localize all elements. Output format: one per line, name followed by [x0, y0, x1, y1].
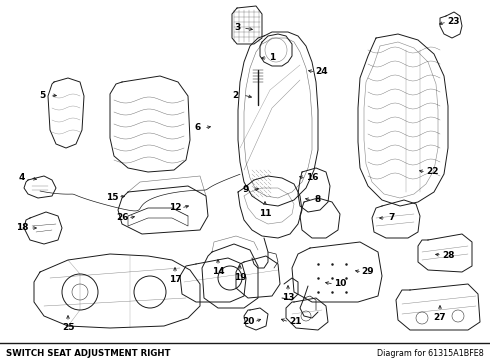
Text: 28: 28 — [442, 251, 454, 260]
Text: 5: 5 — [39, 90, 45, 99]
Text: 27: 27 — [434, 314, 446, 323]
Text: 12: 12 — [169, 203, 181, 212]
Text: 9: 9 — [243, 185, 249, 194]
Text: 14: 14 — [212, 267, 224, 276]
Text: 25: 25 — [62, 324, 74, 333]
Text: 21: 21 — [289, 318, 301, 327]
Text: 13: 13 — [282, 293, 294, 302]
Text: 11: 11 — [259, 208, 271, 217]
Text: 22: 22 — [426, 167, 438, 176]
Text: 17: 17 — [169, 275, 181, 284]
Text: 2: 2 — [232, 90, 238, 99]
Text: 18: 18 — [16, 224, 28, 233]
Text: 16: 16 — [306, 174, 318, 183]
Text: Diagram for 61315A1BFE8: Diagram for 61315A1BFE8 — [377, 348, 484, 357]
Text: SWITCH SEAT ADJUSTMENT RIGHT: SWITCH SEAT ADJUSTMENT RIGHT — [6, 348, 171, 357]
Text: 23: 23 — [447, 18, 459, 27]
Text: 1: 1 — [269, 54, 275, 63]
Text: 26: 26 — [116, 213, 128, 222]
Text: 19: 19 — [234, 274, 246, 283]
Text: 10: 10 — [334, 279, 346, 288]
Text: 29: 29 — [362, 267, 374, 276]
Text: 3: 3 — [234, 23, 240, 32]
Text: 24: 24 — [316, 68, 328, 77]
Text: 8: 8 — [315, 195, 321, 204]
Text: 20: 20 — [242, 318, 254, 327]
Text: 7: 7 — [389, 213, 395, 222]
Text: 4: 4 — [19, 174, 25, 183]
Text: 6: 6 — [195, 123, 201, 132]
Text: 15: 15 — [106, 193, 118, 202]
